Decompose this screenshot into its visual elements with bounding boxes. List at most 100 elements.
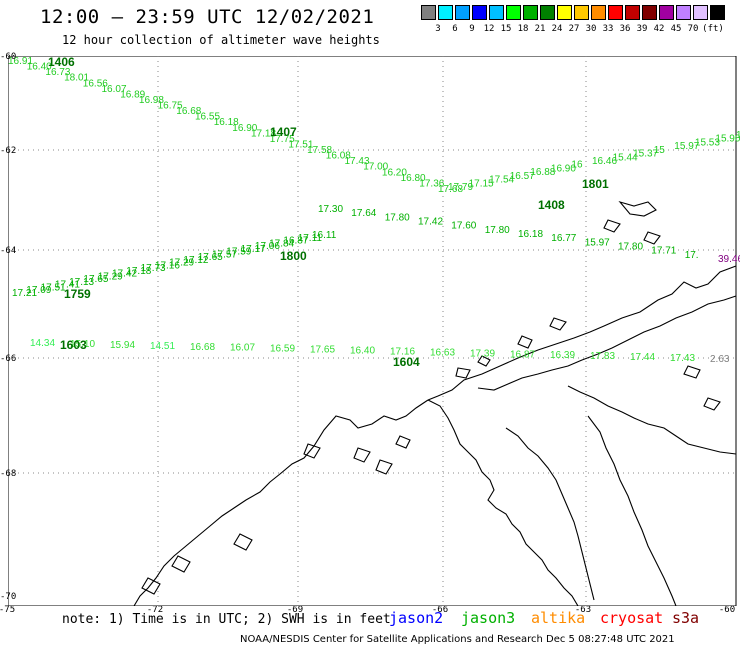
wave-height-label: 16.55 [195, 112, 220, 123]
legend-label: 12 [483, 24, 495, 34]
wave-height-label: 16.63 [430, 347, 455, 358]
wave-height-label: 17.60 [451, 221, 476, 232]
legend-label: 39 [636, 24, 648, 34]
pass-time-label: 1800 [280, 249, 307, 263]
wave-height-label: 17.65 [310, 345, 335, 356]
latitude-label: -60 [0, 52, 17, 62]
legend-label: 30 [585, 24, 597, 34]
latitude-label: -70 [0, 592, 17, 602]
wave-height-label: 17.15 [469, 178, 494, 189]
wave-height-label: 17.59 [226, 247, 251, 258]
map-frame [8, 56, 737, 606]
wave-height-label: 17.43 [345, 156, 370, 167]
legend-swatch [540, 5, 555, 20]
legend-label: 24 [551, 24, 563, 34]
legend-swatch [455, 5, 470, 20]
wave-height-label: 17.39 [470, 348, 495, 359]
altimeter-tracks: 16.9116.4016.7318.0116.5616.0716.8916.98… [8, 56, 740, 369]
wave-height-label: 17.12 [183, 255, 208, 266]
wave-height-label: 14.51 [150, 341, 175, 352]
legend-label: 36 [619, 24, 631, 34]
wave-height-label: 16.75 [158, 101, 183, 112]
wave-height-label: 17.44 [630, 352, 655, 363]
legend-label: 18 [517, 24, 529, 34]
pass-time-label: 1408 [538, 198, 565, 212]
wave-height-label: 39.46 [718, 254, 740, 265]
wave-height-label: 16.90 [232, 123, 257, 134]
pass-time-label: 1407 [270, 125, 297, 139]
longitude-label: -63 [574, 605, 592, 615]
wave-height-label: 16.46 [592, 156, 617, 167]
wave-height-label: 17.65 [83, 274, 108, 285]
wave-height-label: 17.16 [390, 347, 415, 358]
latitude-label: -64 [0, 246, 17, 256]
satellite-jason3: jason3 [461, 609, 516, 627]
legend-label: 9 [469, 24, 475, 34]
antarctic-peninsula-coastline [133, 200, 737, 606]
wave-height-label: 17.73 [141, 263, 166, 274]
pass-time-label: 1801 [582, 177, 609, 191]
wave-height-label: 17.36 [419, 178, 444, 189]
wave-height-label: 16.20 [382, 167, 407, 178]
wave-height-label: 17.75 [270, 134, 295, 145]
wave-height-label: 17. [685, 250, 699, 261]
wave-height-label: 16.91 [8, 56, 33, 67]
wave-height-label: 16.68 [176, 106, 201, 117]
legend-swatch [421, 5, 436, 20]
footer-note: note: 1) Time is in UTC; 2) SWH is in fe… [62, 612, 391, 627]
wave-height-label: 15.52 [736, 130, 740, 141]
legend-swatch [676, 5, 691, 20]
wave-height-label: 16.39 [550, 350, 575, 361]
legend-unit: (ft) [702, 24, 724, 34]
legend-swatch [591, 5, 606, 20]
wave-height-label: 17.68 [438, 184, 463, 195]
legend-swatch [438, 5, 453, 20]
wave-height-label: 17.80 [385, 212, 410, 223]
wave-height-label: 16.18 [518, 229, 543, 240]
wave-height-label: 16.59 [270, 344, 295, 355]
legend-swatch [608, 5, 623, 20]
pass-time-label: 1604 [393, 355, 420, 369]
legend-swatch [710, 5, 725, 20]
legend-swatch [506, 5, 521, 20]
wave-height-label: 17.21 [12, 288, 37, 299]
wave-height-label: 17.84 [269, 238, 294, 249]
credit-line: NOAA/NESDIS Center for Satellite Applica… [240, 634, 675, 645]
page-title: 12:00 – 23:59 UTC 12/02/2021 [40, 6, 375, 28]
wave-height-label: 17.00 [363, 162, 388, 173]
wave-height-label: 15.94 [110, 340, 135, 351]
wave-height-label: 16.56 [83, 78, 108, 89]
longitude-label: -60 [718, 605, 736, 615]
wave-height-label: 16.90 [551, 163, 576, 174]
wave-height-label: 17.13 [69, 277, 94, 288]
legend-swatch [625, 5, 640, 20]
longitude-label: -69 [286, 605, 304, 615]
longitude-label: -72 [146, 605, 164, 615]
wave-height-label: 17.80 [485, 225, 510, 236]
wave-height-label: 16.68 [190, 342, 215, 353]
wave-height-label: 16 [571, 160, 583, 171]
wave-height-label: 17.42 [418, 217, 443, 228]
wave-height-label: 17.79 [448, 182, 473, 193]
legend-label: 27 [568, 24, 580, 34]
wave-height-label: 17.42 [112, 269, 137, 280]
legend-label: 15 [500, 24, 512, 34]
wave-height-label: 17.11 [298, 233, 323, 244]
wave-height-label: 2.63 [710, 354, 730, 365]
wave-height-label: 17.29 [169, 258, 194, 269]
wave-height-label: 16.07 [102, 84, 127, 95]
satellite-cryosat: cryosat [600, 609, 664, 627]
wave-height-label: 17.18 [126, 266, 151, 277]
page-subtitle: 12 hour collection of altimeter wave hei… [62, 33, 380, 47]
wave-height-label: 15.53 [695, 137, 720, 148]
wave-height-label: 17.71 [651, 246, 676, 257]
pass-time-label: 1759 [64, 287, 91, 301]
legend-swatch [659, 5, 674, 20]
satellite-s3a: s3a [672, 609, 700, 627]
satellite-altika: altika [531, 609, 586, 627]
graticule [8, 56, 736, 606]
wave-height-label: 16.57 [510, 171, 535, 182]
wave-height-label: 17.65 [198, 252, 223, 263]
wave-height-label: 17.57 [212, 249, 237, 260]
